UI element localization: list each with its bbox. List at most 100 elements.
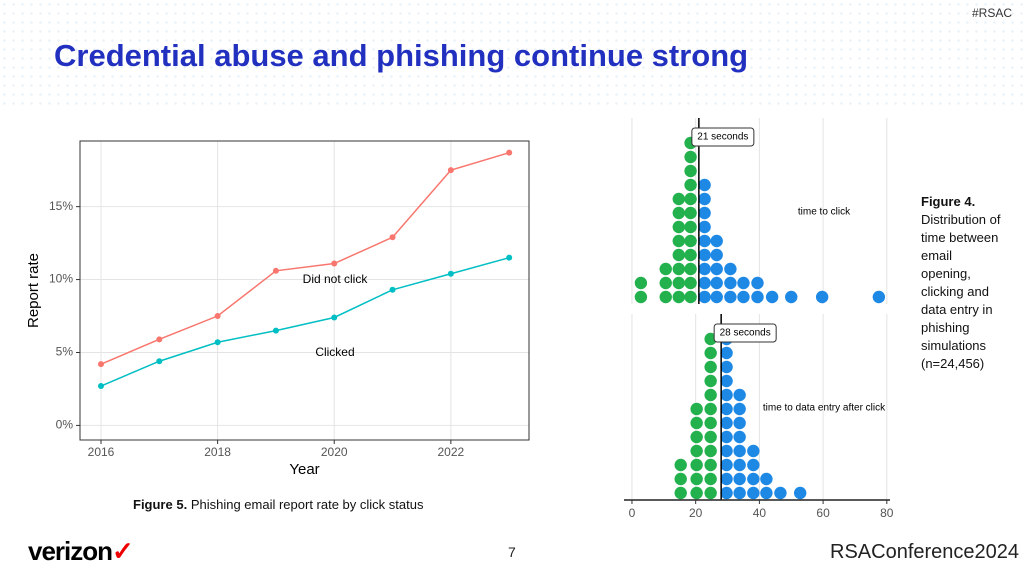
- dot: [698, 262, 711, 276]
- dot: [659, 262, 672, 276]
- caption-text: Phishing email report rate by click stat…: [190, 497, 424, 512]
- verizon-logo: verizon✓: [28, 536, 134, 567]
- dot: [724, 262, 737, 276]
- dot: [690, 458, 703, 472]
- caption-label: Figure 4.: [921, 194, 976, 209]
- dot: [724, 276, 737, 290]
- dot: [720, 444, 733, 458]
- dot: [751, 276, 764, 290]
- point: [506, 254, 513, 261]
- slide-title: Credential abuse and phishing continue s…: [54, 38, 749, 73]
- dot: [785, 290, 798, 304]
- dot: [720, 374, 733, 388]
- dot: [737, 276, 750, 290]
- x-tick-label: 60: [816, 506, 830, 520]
- rsac-logo: RSAConference2024: [830, 541, 1020, 563]
- dot: [672, 220, 685, 234]
- y-tick-label: 5%: [56, 345, 74, 359]
- dot: [704, 374, 717, 388]
- page-number: 7: [508, 544, 516, 560]
- dot: [710, 248, 723, 262]
- dot: [674, 458, 687, 472]
- hashtag: #RSAC: [971, 6, 1012, 20]
- dot: [698, 248, 711, 262]
- dot: [704, 472, 717, 486]
- dot: [684, 220, 697, 234]
- point: [272, 267, 279, 274]
- dot: [747, 444, 760, 458]
- line: [100, 256, 510, 387]
- dot: [704, 346, 717, 360]
- dot: [751, 290, 764, 304]
- dot: [704, 444, 717, 458]
- dot: [710, 276, 723, 290]
- dot: [684, 262, 697, 276]
- dot: [634, 276, 648, 290]
- dot: [698, 220, 711, 234]
- annotation: time to data entry after click: [763, 403, 886, 414]
- dot: [690, 430, 703, 444]
- point: [331, 314, 338, 321]
- point: [447, 270, 454, 277]
- dot: [684, 290, 697, 304]
- dot: [704, 388, 717, 402]
- point: [272, 327, 279, 334]
- dot: [733, 458, 746, 472]
- series-label: Clicked: [315, 345, 354, 359]
- median-label-box: [691, 127, 755, 147]
- dot: [737, 290, 750, 304]
- y-axis-label: Report rate: [25, 253, 42, 328]
- dot: [733, 444, 746, 458]
- series-label: Did not click: [303, 272, 369, 286]
- dot: [684, 164, 697, 178]
- point: [156, 358, 163, 365]
- dot: [872, 290, 886, 304]
- dot: [720, 458, 733, 472]
- dot: [684, 192, 697, 206]
- caption-label: Figure 5.: [133, 497, 188, 512]
- dot: [684, 276, 697, 290]
- point: [156, 336, 163, 343]
- line: [100, 151, 510, 365]
- dot: [720, 346, 733, 360]
- dot: [698, 178, 711, 192]
- dot: [690, 416, 703, 430]
- dot: [690, 486, 703, 500]
- dot: [733, 472, 746, 486]
- dot: [690, 444, 703, 458]
- dot: [704, 486, 717, 500]
- x-tick-label: 40: [753, 506, 767, 520]
- dot: [684, 248, 697, 262]
- dot: [720, 430, 733, 444]
- x-tick-label: 2020: [321, 445, 348, 459]
- dot: [634, 290, 648, 304]
- dot: [698, 206, 711, 220]
- point: [389, 286, 396, 293]
- dot: [672, 290, 685, 304]
- dot: [698, 290, 711, 304]
- point: [97, 383, 104, 390]
- dot: [659, 276, 672, 290]
- point: [389, 234, 396, 241]
- dot: [672, 206, 685, 220]
- dot: [710, 290, 723, 304]
- dot: [724, 290, 737, 304]
- point: [331, 260, 338, 267]
- dot: [760, 486, 773, 500]
- x-tick-label: 80: [880, 506, 894, 520]
- caption-text: Distribution of time between email openi…: [921, 212, 1001, 371]
- y-tick-label: 15%: [49, 199, 73, 213]
- point: [447, 167, 454, 174]
- median-label: 28 seconds: [720, 328, 771, 339]
- dot: [704, 416, 717, 430]
- dot: [674, 486, 687, 500]
- dot: [698, 192, 711, 206]
- dot: [704, 360, 717, 374]
- x-axis-label: Year: [289, 461, 319, 478]
- x-tick-label: 2018: [204, 445, 231, 459]
- dot: [684, 150, 697, 164]
- dot: [704, 458, 717, 472]
- x-tick-label: 2022: [438, 445, 465, 459]
- dot: [747, 486, 760, 500]
